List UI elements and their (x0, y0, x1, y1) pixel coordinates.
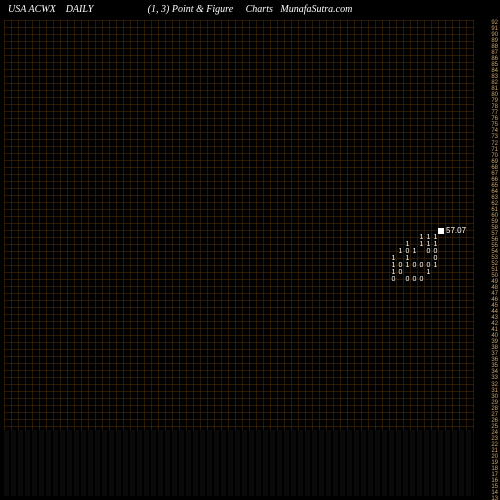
x-mark: 1 (432, 262, 439, 269)
y-axis: 9291908988878685848382818079787776757473… (478, 20, 498, 496)
o-mark: 0 (397, 269, 404, 276)
x-mark: 1 (404, 255, 411, 262)
last-price-value: 57.07 (446, 226, 466, 235)
timeframe: DAILY (66, 4, 94, 15)
pnf-column: 1 00 (397, 248, 404, 276)
x-mark: 1 (418, 234, 425, 241)
x-mark: 1 (425, 241, 432, 248)
x-mark: 1 (432, 241, 439, 248)
chart-grid (4, 20, 474, 430)
pnf-column: 1 0 0 (411, 241, 418, 290)
empty-cell (397, 255, 404, 262)
empty-cell (411, 255, 418, 262)
price-marker-icon (438, 228, 444, 234)
o-mark: 0 (397, 262, 404, 269)
o-mark: 0 (432, 255, 439, 262)
x-mark: 1 (404, 241, 411, 248)
source-label: Charts (246, 4, 273, 15)
symbol: USA ACWX (8, 4, 56, 15)
x-mark: 1 (390, 262, 397, 269)
empty-cell (418, 255, 425, 262)
x-mark: 1 (418, 241, 425, 248)
last-price-label: 57.07 (438, 226, 466, 235)
empty-cell (425, 255, 432, 262)
o-mark: 0 (390, 276, 397, 283)
x-mark: 1 (425, 269, 432, 276)
o-mark: 0 (432, 248, 439, 255)
empty-cell (411, 283, 418, 290)
o-mark: 0 (411, 262, 418, 269)
pnf-column: 11001 (432, 234, 439, 269)
pnf-column: 11001 (425, 234, 432, 276)
chart-config: (1, 3) Point & Figure (148, 4, 233, 15)
x-mark: 1 (390, 269, 397, 276)
x-mark: 1 (390, 255, 397, 262)
empty-cell (404, 269, 411, 276)
o-mark: 0 (404, 276, 411, 283)
empty-cell (411, 241, 418, 248)
header-left: USA ACWX DAILY (8, 4, 93, 15)
x-mark: 1 (404, 262, 411, 269)
empty-cell (418, 269, 425, 276)
o-mark: 0 (418, 262, 425, 269)
pnf-column: 1110 (390, 255, 397, 283)
pnf-column: 11 0 0 (418, 234, 425, 283)
x-mark: 1 (411, 248, 418, 255)
source-site: MunafaSutra.com (280, 4, 352, 15)
o-mark: 0 (418, 276, 425, 283)
pnf-column: 10110 (404, 241, 411, 283)
o-mark: 0 (411, 276, 418, 283)
x-mark: 1 (397, 248, 404, 255)
x-mark: 1 (432, 234, 439, 241)
chart-header: USA ACWX DAILY (1, 3) Point & Figure Cha… (0, 4, 500, 20)
y-tick: 13 (491, 496, 498, 500)
empty-cell (411, 269, 418, 276)
empty-cell (418, 248, 425, 255)
header-center: (1, 3) Point & Figure Charts MunafaSutra… (148, 4, 353, 15)
o-mark: 0 (425, 248, 432, 255)
x-mark: 1 (425, 234, 432, 241)
o-mark: 0 (425, 262, 432, 269)
o-mark: 0 (404, 248, 411, 255)
lower-zone-stripes (4, 430, 474, 496)
